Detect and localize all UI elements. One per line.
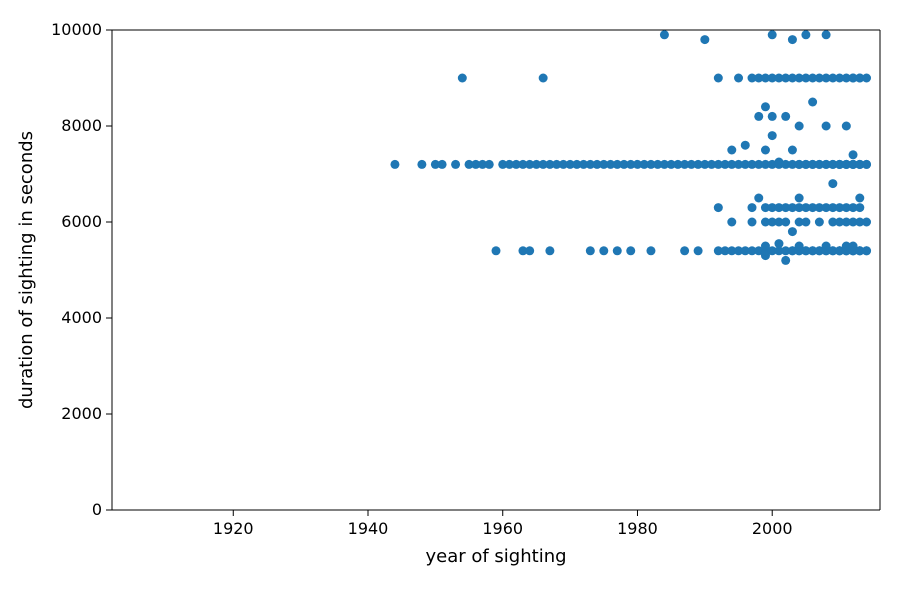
scatter-point [788, 227, 797, 236]
chart-svg: 1920 1940 1960 1980 2000 0 2000 4000 6000 8000 100… [0, 0, 900, 605]
scatter-point [768, 30, 777, 39]
scatter-point [754, 194, 763, 203]
x-tick-label: 1940 [348, 519, 389, 538]
scatter-point [788, 146, 797, 155]
scatter-point [485, 160, 494, 169]
scatter-point [808, 98, 817, 107]
scatter-point [781, 112, 790, 121]
scatter-point [727, 146, 736, 155]
scatter-point [815, 218, 824, 227]
scatter-point [849, 150, 858, 159]
y-tick-label: 6000 [61, 212, 102, 231]
scatter-point [795, 194, 804, 203]
scatter-point [458, 74, 467, 83]
y-axis-label: duration of sighting in seconds [16, 131, 37, 409]
scatter-point [390, 160, 399, 169]
scatter-point [646, 246, 655, 255]
scatter-point [822, 122, 831, 131]
scatter-point [768, 112, 777, 121]
scatter-point [660, 30, 669, 39]
scatter-point [680, 246, 689, 255]
scatter-point [842, 122, 851, 131]
scatter-point [855, 203, 864, 212]
scatter-point [626, 246, 635, 255]
scatter-point [822, 30, 831, 39]
scatter-point [862, 218, 871, 227]
scatter-point [754, 112, 763, 121]
scatter-point [700, 35, 709, 44]
x-tick-label: 1960 [482, 519, 523, 538]
scatter-point [748, 203, 757, 212]
scatter-point [525, 246, 534, 255]
scatter-point [761, 146, 770, 155]
scatter-point [586, 246, 595, 255]
scatter-point [714, 74, 723, 83]
scatter-point [599, 246, 608, 255]
scatter-point [539, 74, 548, 83]
plot-area [112, 30, 880, 510]
scatter-point [795, 122, 804, 131]
y-tick-label: 10000 [51, 20, 102, 39]
y-tick-label: 4000 [61, 308, 102, 327]
scatter-point [492, 246, 501, 255]
scatter-point [438, 160, 447, 169]
scatter-chart: 1920 1940 1960 1980 2000 0 2000 4000 6000 8000 100… [0, 0, 900, 605]
x-tick-label: 2000 [752, 519, 793, 538]
scatter-point [761, 102, 770, 111]
scatter-point [768, 131, 777, 140]
x-axis-label: year of sighting [425, 546, 566, 567]
y-tick-label: 8000 [61, 116, 102, 135]
scatter-point [801, 30, 810, 39]
scatter-point [714, 203, 723, 212]
scatter-point [545, 246, 554, 255]
scatter-point [801, 218, 810, 227]
scatter-point [788, 35, 797, 44]
scatter-point [862, 246, 871, 255]
x-tick-label: 1920 [213, 519, 254, 538]
scatter-point [748, 218, 757, 227]
scatter-point [855, 194, 864, 203]
scatter-point [741, 141, 750, 150]
x-tick-label: 1980 [617, 519, 658, 538]
y-tick-label: 2000 [61, 404, 102, 423]
y-tick-label: 0 [92, 500, 102, 519]
scatter-point [774, 239, 783, 248]
scatter-point [862, 160, 871, 169]
scatter-point [781, 256, 790, 265]
scatter-point [694, 246, 703, 255]
scatter-point [781, 218, 790, 227]
scatter-point [727, 218, 736, 227]
scatter-point [451, 160, 460, 169]
scatter-point [828, 179, 837, 188]
scatter-point [417, 160, 426, 169]
scatter-point [862, 74, 871, 83]
scatter-point [734, 74, 743, 83]
scatter-point [613, 246, 622, 255]
